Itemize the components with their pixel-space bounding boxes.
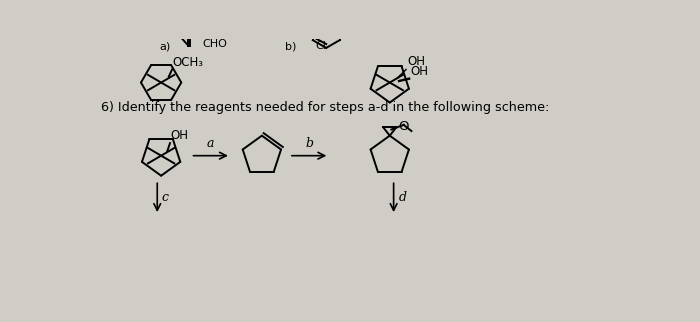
Text: 6) Identify the reagents needed for steps a-d in the following scheme:: 6) Identify the reagents needed for step…: [102, 101, 550, 114]
Text: Cl: Cl: [315, 41, 326, 51]
Text: CHO: CHO: [202, 39, 227, 49]
Text: O: O: [398, 120, 408, 133]
Text: b: b: [305, 137, 313, 149]
Text: a): a): [160, 42, 171, 52]
Text: OCH₃: OCH₃: [173, 56, 204, 69]
Text: b): b): [285, 42, 297, 52]
Text: OH: OH: [407, 55, 426, 68]
Text: a: a: [207, 137, 214, 149]
Text: d: d: [398, 191, 406, 204]
Text: OH: OH: [410, 65, 428, 78]
Text: c: c: [162, 191, 169, 204]
Text: OH: OH: [171, 129, 189, 142]
